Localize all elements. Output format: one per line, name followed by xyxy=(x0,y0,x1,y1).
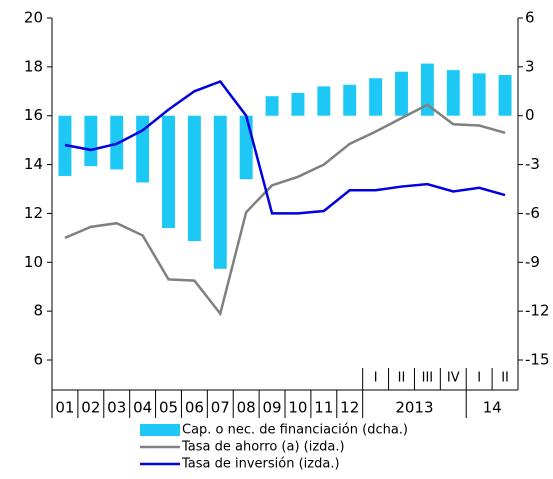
bar xyxy=(239,115,253,180)
bar xyxy=(265,96,279,116)
y-tick-label: 12 xyxy=(24,204,43,222)
x-tick-label: 03 xyxy=(107,399,126,417)
bar xyxy=(317,86,331,116)
bar xyxy=(472,73,486,116)
y2-tick-label: -3 xyxy=(525,155,540,173)
x-tick-label: 09 xyxy=(263,399,282,417)
bar xyxy=(395,71,408,116)
y-tick-label: 10 xyxy=(24,253,43,271)
x-tick-label: 08 xyxy=(237,399,256,417)
x-tick-label: 06 xyxy=(185,399,204,417)
y2-tick-label: -15 xyxy=(525,351,550,369)
legend-label: Tasa de ahorro (a) (izda.) xyxy=(181,440,345,455)
x-tick-label: 07 xyxy=(211,399,230,417)
bar xyxy=(498,75,512,116)
bar xyxy=(343,84,357,116)
y-tick-label: 6 xyxy=(33,351,43,369)
bar xyxy=(162,115,175,229)
bar xyxy=(369,78,383,116)
x-tick-label: 10 xyxy=(288,399,307,417)
x-tick-label: II xyxy=(501,371,509,386)
y2-tick-label: 3 xyxy=(525,57,535,75)
x-tick-label: I xyxy=(477,371,481,386)
x-tick-label: 02 xyxy=(81,399,100,417)
legend-swatch xyxy=(140,424,180,436)
line-series xyxy=(64,80,506,215)
bar xyxy=(187,115,201,242)
x-tick-label: 04 xyxy=(133,399,152,417)
x-group-label: 14 xyxy=(483,399,502,417)
y2-tick-label: 0 xyxy=(525,106,535,124)
x-tick-label: 11 xyxy=(314,399,333,417)
x-tick-label: I xyxy=(374,371,378,386)
x-tick-label: 05 xyxy=(159,399,178,417)
x-tick-label: IV xyxy=(447,371,460,386)
legend-label: Tasa de inversión (izda.) xyxy=(181,457,340,472)
legend-label: Cap. o nec. de financiación (dcha.) xyxy=(182,423,408,438)
y-tick-label: 18 xyxy=(24,57,43,75)
x-tick-label: III xyxy=(422,371,434,386)
bar xyxy=(446,70,460,116)
y2-tick-label: -9 xyxy=(525,253,540,271)
y-tick-label: 14 xyxy=(24,155,43,173)
line-series xyxy=(64,103,506,317)
x-tick-label: II xyxy=(398,371,406,386)
y-tick-label: 8 xyxy=(33,302,43,320)
bar xyxy=(84,115,98,167)
y-tick-label: 16 xyxy=(24,106,43,124)
y-tick-label: 20 xyxy=(24,9,43,27)
bar xyxy=(213,115,227,269)
bar xyxy=(291,92,305,116)
bar xyxy=(420,63,434,116)
x-tick-label: 01 xyxy=(55,399,74,417)
y2-tick-label: 6 xyxy=(525,9,535,27)
x-tick-label: 12 xyxy=(340,399,359,417)
x-group-label: 2013 xyxy=(395,399,433,417)
y2-tick-label: -12 xyxy=(525,302,550,320)
y2-tick-label: -6 xyxy=(525,204,540,222)
